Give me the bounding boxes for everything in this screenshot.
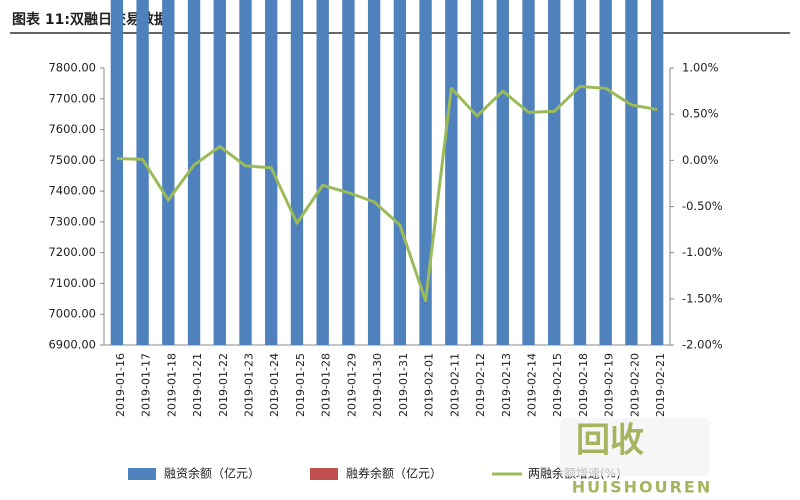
bar	[290, 0, 304, 345]
watermark: 回收 HUISHOUREN	[560, 418, 712, 497]
legend-swatch	[128, 468, 156, 480]
bar	[239, 0, 252, 345]
bar	[342, 0, 355, 345]
watermark-brand: HUISHOUREN	[572, 478, 712, 497]
y-tick-label: 7400.00	[48, 184, 96, 198]
y-tick-label: 7200.00	[48, 245, 96, 259]
y2-tick-label: -1.00%	[682, 245, 723, 259]
y-tick-label: 6900.00	[48, 338, 96, 352]
x-tick-label: 2019-01-17	[140, 353, 153, 417]
x-tick-label: 2019-01-28	[320, 353, 333, 417]
bar	[265, 0, 278, 345]
y-tick-label: 7700.00	[48, 91, 96, 105]
y-tick-label: 7600.00	[48, 122, 96, 136]
bar	[162, 0, 175, 345]
bar	[316, 0, 329, 345]
bar	[187, 0, 201, 345]
x-tick-label: 2019-02-14	[526, 353, 539, 417]
bar	[496, 0, 509, 346]
x-tick-label: 2019-01-30	[371, 353, 384, 417]
y-tick-label: 7500.00	[48, 153, 96, 167]
bar	[599, 0, 612, 345]
x-tick-label: 2019-02-11	[448, 353, 461, 417]
bar	[110, 0, 124, 345]
x-tick-label: 2019-01-22	[217, 353, 230, 417]
bar	[650, 0, 664, 345]
bar	[136, 0, 149, 345]
x-tick-label: 2019-01-16	[114, 353, 127, 417]
bar	[470, 0, 484, 345]
x-tick-label: 2019-02-12	[474, 353, 487, 417]
bar	[625, 0, 638, 346]
watermark-logo: 回收	[576, 421, 644, 461]
y2-tick-label: -1.50%	[682, 291, 723, 305]
x-tick-label: 2019-02-15	[551, 353, 564, 417]
legend-label: 融券余额（亿元）	[346, 466, 442, 481]
x-tick-label: 2019-02-19	[603, 353, 616, 417]
y-tick-label: 7800.00	[48, 61, 96, 75]
legend-label: 融资余额（亿元）	[164, 466, 260, 481]
y2-tick-label: -0.50%	[682, 199, 723, 213]
x-tick-label: 2019-01-18	[165, 353, 178, 417]
line	[116, 84, 658, 303]
x-tick-label: 2019-02-01	[423, 353, 436, 417]
bar	[213, 0, 226, 345]
x-tick-label: 2019-02-18	[577, 353, 590, 417]
x-tick-label: 2019-01-29	[345, 353, 358, 417]
bar	[522, 0, 535, 345]
x-tick-label: 2019-02-13	[500, 353, 513, 417]
x-tick-label: 2019-01-23	[243, 353, 256, 417]
x-tick-label: 2019-02-20	[628, 353, 641, 417]
x-tick-label: 2019-01-21	[191, 353, 204, 417]
y2-tick-label: 0.50%	[682, 107, 719, 121]
bar	[573, 0, 587, 345]
chart-title: 图表 11:双融日交易数据	[12, 11, 168, 28]
y2-tick-label: -2.00%	[682, 338, 723, 352]
y2-tick-label: 1.00%	[682, 61, 719, 75]
y-tick-label: 7100.00	[48, 276, 96, 290]
y-tick-label: 7000.00	[48, 307, 96, 321]
x-tick-label: 2019-01-31	[397, 353, 410, 417]
bar	[445, 0, 458, 345]
bar	[393, 0, 407, 345]
legend-swatch	[310, 468, 338, 480]
bar	[419, 0, 432, 345]
watermark-box	[560, 418, 710, 476]
bar	[367, 0, 381, 345]
x-tick-label: 2019-01-24	[268, 353, 281, 417]
x-tick-label: 2019-02-21	[654, 353, 667, 417]
y2-tick-label: 0.00%	[682, 153, 719, 167]
y-tick-label: 7300.00	[48, 214, 96, 228]
x-tick-label: 2019-01-25	[294, 353, 307, 417]
bar	[548, 0, 561, 345]
